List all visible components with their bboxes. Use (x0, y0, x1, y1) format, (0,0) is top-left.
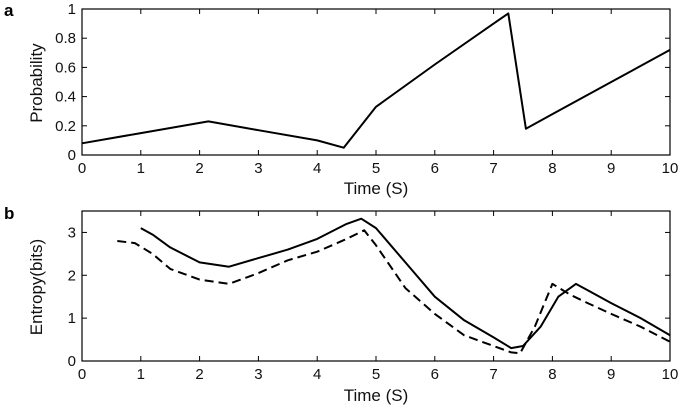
panel-a-ytick-label-4: 0.8 (55, 30, 76, 47)
panel-b-ytick-label-3: 3 (68, 224, 76, 241)
panel-a-ytick-label-2: 0.4 (55, 89, 76, 106)
panel-b-xtick-label-6: 6 (431, 366, 439, 383)
panel-a-ytick-label-5: 1 (68, 1, 76, 18)
panel-b-ytick-label-1: 1 (68, 310, 76, 327)
panel-b-xtick-label-3: 3 (254, 366, 262, 383)
panel-a-x-axis-title: Time (S) (344, 179, 409, 198)
panel-a-xtick-label-4: 4 (313, 160, 321, 177)
panel-a-ytick-label-3: 0.6 (55, 59, 76, 76)
panel-a-letter: a (4, 1, 14, 20)
panel-a-xtick-label-6: 6 (431, 160, 439, 177)
panel-a-xtick-label-5: 5 (372, 160, 380, 177)
panel-a-xtick-label-8: 8 (548, 160, 556, 177)
panel-a-series-solid-line (81, 12, 671, 149)
panel-a-xtick-label-2: 2 (195, 160, 203, 177)
panel-b-xtick-label-7: 7 (489, 366, 497, 383)
panel-b-y-axis-title: Entropy(bits) (27, 239, 46, 335)
panel-b-xtick-label-9: 9 (607, 366, 615, 383)
panel-b-series-dashed-line (117, 229, 671, 355)
panel-a-xtick-label-7: 7 (489, 160, 497, 177)
panel-b-xtick-label-4: 4 (313, 366, 321, 383)
panel-b-xtick-label-2: 2 (195, 366, 203, 383)
panel-a-xtick-label-9: 9 (607, 160, 615, 177)
panel-a-xtick-label-1: 1 (137, 160, 145, 177)
panel-b-xtick-label-0: 0 (78, 366, 86, 383)
panel-a-xtick-label-0: 0 (78, 160, 86, 177)
panel-b-ytick-label-2: 2 (68, 267, 76, 284)
panel-a-axes-frame (81, 8, 671, 156)
panel-b-xtick-label-8: 8 (548, 366, 556, 383)
panel-a-ytick-label-0: 0 (68, 147, 76, 164)
panel-b-ytick-label-0: 0 (68, 353, 76, 370)
panel-b-xtick-label-10: 10 (662, 366, 679, 383)
panel-a-xtick-label-10: 10 (662, 160, 679, 177)
panel-b-letter: b (4, 204, 14, 223)
panel-a-ytick-label-1: 0.2 (55, 118, 76, 135)
panel-b-xtick-label-5: 5 (372, 366, 380, 383)
panel-a-xtick-label-3: 3 (254, 160, 262, 177)
panel-b-xtick-label-1: 1 (137, 366, 145, 383)
panel-b-series-solid-line (140, 217, 671, 350)
panel-a-y-axis-title: Probability (27, 43, 46, 123)
panel-b-x-axis-title: Time (S) (344, 386, 409, 405)
